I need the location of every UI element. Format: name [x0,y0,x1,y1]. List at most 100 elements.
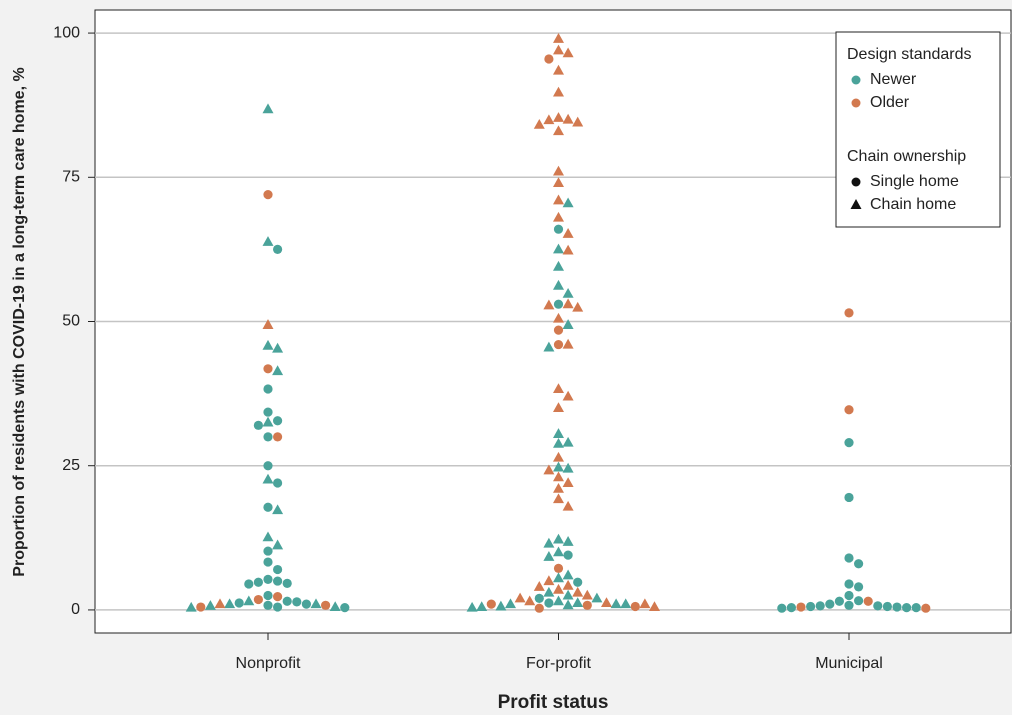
chain-home-point [553,211,564,222]
legend-title: Chain ownership [847,148,966,165]
single-home-point [902,603,912,613]
single-home-point [263,461,273,471]
chain-home-point [553,86,564,97]
single-home-point [892,602,902,612]
single-home-point [844,590,854,601]
single-home-point [553,299,564,309]
single-home-point [263,557,273,567]
single-home-point [806,601,816,612]
x-tick-label: Nonprofit [236,655,301,672]
single-home-point [263,432,273,442]
chain-home-point [553,383,564,393]
single-home-point [777,603,787,613]
chain-home-point [553,402,564,413]
single-home-point [844,600,854,610]
single-home-point [244,579,254,589]
single-home-point [873,601,883,611]
chain-home-point [272,365,284,376]
chain-home-point [553,243,564,254]
single-home-point [263,600,273,610]
chain-home-point [553,312,564,323]
chain-home-point [639,598,651,609]
legend-label: Newer [870,71,917,88]
chain-home-point [262,416,274,427]
chain-home-point [553,260,564,271]
single-home-point [234,598,244,608]
chain-home-point [553,572,564,583]
chain-home-point [514,592,526,603]
chain-home-point [543,537,555,548]
single-home-point [273,432,283,442]
x-axis-title: Profit status [498,692,609,713]
chain-home-point [553,177,564,188]
legend-label: Single home [870,173,959,190]
chain-home-point [562,589,574,600]
single-home-point [854,596,864,606]
legend-label: Older [870,94,910,111]
chain-home-point [562,244,574,255]
chain-home-point [553,471,564,482]
chain-home-point [553,451,564,462]
y-tick-label: 50 [62,313,80,330]
single-home-point [196,602,206,612]
chain-home-point [533,118,545,129]
x-tick-label: Municipal [815,655,883,672]
chain-home-point [562,319,574,329]
single-home-point [582,600,592,610]
chain-home-point [553,194,564,205]
chain-home-point [543,299,555,310]
single-home-point [815,601,825,611]
chain-home-point [262,103,274,114]
chain-home-point [262,236,274,246]
single-home-point [321,600,331,610]
single-home-point [844,492,854,503]
chain-home-point [562,288,574,298]
chain-home-point [505,598,516,609]
chain-home-point [466,601,478,612]
single-home-point [882,601,893,612]
chain-home-point [553,493,564,504]
single-home-point [273,478,283,488]
chain-home-point [649,601,660,612]
chain-home-point [543,464,555,475]
chain-home-point [262,319,274,329]
y-tick-label: 0 [71,601,80,618]
single-home-point [263,574,273,584]
chain-home-point [553,546,564,557]
y-axis-title: Proportion of residents with COVID-19 in… [11,67,28,576]
chain-home-point [620,598,632,609]
single-home-point [553,339,564,350]
single-home-point [486,599,496,609]
single-home-point [563,550,573,560]
single-home-point [273,602,283,612]
chain-home-point [262,339,274,350]
chain-home-point [562,228,574,238]
single-home-point [844,553,854,563]
chain-home-point [476,601,488,612]
chain-home-point [310,598,322,609]
single-home-point [273,244,283,254]
chain-home-point [562,462,574,473]
chain-home-point [553,33,564,43]
single-home-point [273,564,283,575]
chain-home-point [562,197,574,208]
single-home-point [854,559,864,569]
single-home-point [253,420,263,430]
single-home-point [263,502,273,512]
single-home-point [253,577,263,587]
single-home-point [534,603,544,613]
single-home-point [263,546,273,556]
chain-home-point [543,551,555,561]
chain-home-point [562,338,574,349]
legend-label: Chain home [870,196,956,213]
chain-home-point [533,581,545,591]
chain-home-point [572,597,584,608]
chain-home-point [272,539,284,550]
legend-marker [851,75,861,85]
chain-home-point [185,601,197,612]
single-home-point [844,438,854,448]
legend-marker [851,177,861,187]
chain-home-point [572,116,584,127]
chain-home-point [562,298,574,309]
chain-home-point [553,461,564,472]
